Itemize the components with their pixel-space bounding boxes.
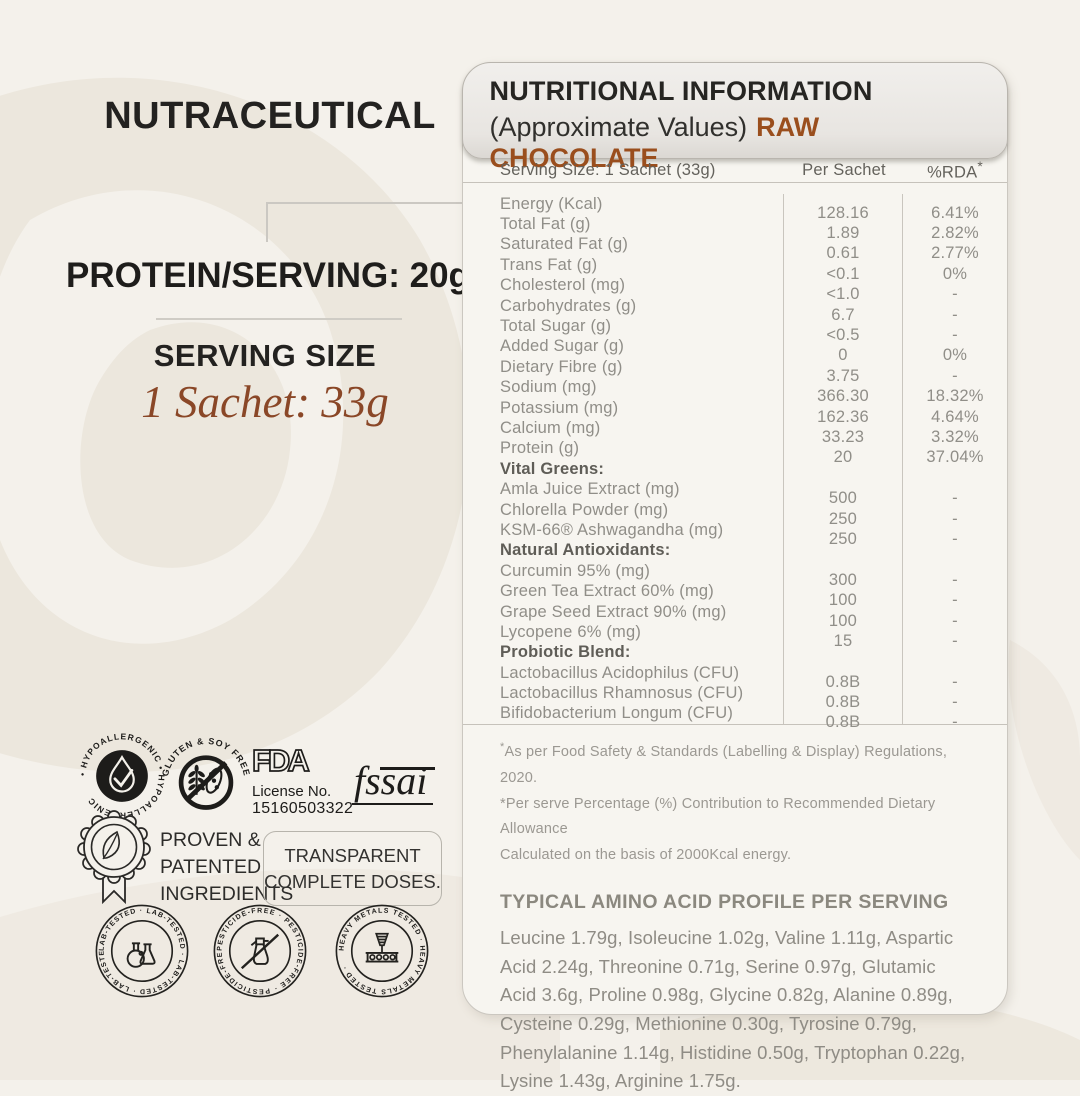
col-serving-size: Serving Size: 1 Sachet (33g) [500, 160, 716, 179]
proven-patented-text: PROVEN & PATENTED INGREDIENTS [160, 829, 294, 905]
table-section-row: Natural Antioxidants: [463, 540, 1007, 562]
heavy-metals-badge: HEAVY METALS TESTED · HEAVY METALS TESTE… [335, 904, 429, 998]
rosette-leaf-icon [77, 810, 151, 905]
brand-heading: NUTRACEUTICAL [104, 95, 436, 137]
table-row: Cholesterol (mg) <1.0- [463, 275, 1007, 303]
fssai-badge: fssai [352, 760, 436, 805]
table-row: Added Sugar (g) 0 0% [463, 336, 1007, 364]
table-row: Bifidobacterium Longum (CFU) 0.8B - [463, 703, 1007, 731]
table-row: Saturated Fat (g) 0.61 2.77% [463, 234, 1007, 262]
flavor-name: RAW CHOCOLATE [489, 111, 820, 173]
amino-acid-section: TYPICAL AMINO ACID PROFILE PER SERVING L… [463, 869, 1007, 1096]
table-section-row: Probiotic Blend: [463, 642, 1007, 663]
panel-header: NUTRITIONAL INFORMATION (Approximate Val… [461, 61, 1008, 173]
table-row: Total Fat (g) 1.89 2.82% [463, 214, 1007, 242]
table-row: KSM-66® Ashwagandha (mg) 250- [463, 520, 1007, 548]
table-row: Protein (g) 20 37.04% [463, 438, 1007, 466]
lab-flasks-icon [126, 942, 156, 968]
table-row: Amla Juice Extract (mg) 500- [463, 479, 1007, 507]
lab-tested-badge: LAB-TESTED · LAB-TESTED · LAB-TESTED · L… [94, 903, 189, 998]
table-row: Carbohydrates (g) 6.7- [463, 295, 1007, 324]
table-header-row: Serving Size: 1 Sachet (33g) Per Sachet … [463, 158, 1007, 183]
nutrition-panel: NUTRITIONAL INFORMATION (Approximate Val… [461, 61, 1008, 1091]
crane-beam-icon [365, 932, 399, 963]
footnote-line: *As per Food Safety & Standards (Labelli… [500, 741, 948, 786]
col-rda: %RDA* [927, 158, 983, 182]
proven-patented-badge [77, 810, 151, 905]
footnote-line: *Per serve Percentage (%) Contribution t… [500, 795, 936, 838]
fda-badge: FDA License No. 15160503322 [251, 742, 362, 818]
table-row: Potassium (mg) 162.36 4.64% [463, 397, 1007, 426]
protein-per-serving: PROTEIN/SERVING: 20g [66, 256, 470, 295]
fssai-overline [380, 767, 436, 770]
svg-text:FDA: FDA [252, 744, 309, 776]
table-row: Lactobacillus Rhamnosus (CFU) 0.8B - [463, 683, 1007, 711]
panel-title: NUTRITIONAL INFORMATION [489, 75, 873, 106]
table-row: Chlorella Powder (mg) 250- [463, 499, 1007, 528]
footnotes: *As per Food Safety & Standards (Labelli… [463, 725, 1007, 869]
footnote-line: Calculated on the basis of 2000Kcal ener… [500, 847, 792, 864]
leader-line-vertical [266, 202, 268, 242]
table-row: Curcumin 95% (mg) 300- [463, 561, 1007, 589]
fda-logo-icon: FDA [251, 742, 313, 779]
table-row: Dietary Fibre (g) 3.75- [463, 357, 1007, 385]
table-section-row: Vital Greens: [463, 459, 1007, 480]
table-row: Total Sugar (g) <0.5- [463, 316, 1007, 344]
fda-license-label: License No. [252, 783, 332, 800]
table-row: Grape Seed Extract 90% (mg) 100- [463, 601, 1007, 630]
leader-line-horizontal [266, 202, 463, 204]
table-row: Calcium (mg) 33.23 3.32% [463, 418, 1007, 446]
gluten-soy-free-badge: GLUTEN & SOY FREE [160, 736, 251, 810]
fssai-logo: fssai [352, 760, 436, 805]
transparent-doses-box: TRANSPARENT COMPLETE DOSES. [263, 831, 442, 906]
table-row: Lactobacillus Acidophilus (CFU) 0.8B - [463, 662, 1007, 691]
col-per-sachet: Per Sachet [802, 160, 886, 179]
left-divider [156, 318, 402, 320]
wheat-soy-crossed-icon [178, 755, 234, 810]
table-row: Trans Fat (g) <0.1 0% [463, 255, 1007, 283]
pesticide-free-badge: PESTICIDE-FREE · PESTICIDE-FREE · PESTIC… [212, 903, 307, 998]
serving-size-label: SERVING SIZE [153, 338, 377, 373]
spray-bottle-crossed-icon [240, 933, 280, 970]
table-row: Energy (Kcal) 128.16 6.41% [463, 194, 1007, 222]
droplet-check-icon [96, 750, 148, 802]
nutrient-table: Energy (Kcal) 128.16 6.41% Total Fat (g) 1.… [463, 183, 1007, 731]
serving-size-value: 1 Sachet: 33g [141, 377, 389, 427]
amino-acid-text: Leucine 1.79g, Isoleucine 1.02g, Valine … [500, 926, 966, 1092]
table-row: Green Tea Extract 60% (mg) 100- [463, 581, 1007, 609]
hypoallergenic-badge: • HYPOALLERGENIC • HYPOALLERGENIC [77, 731, 165, 820]
fda-license-number: 15160503322 [252, 800, 354, 817]
table-row: Lycopene 6% (mg) 15- [463, 622, 1007, 650]
table-row: Sodium (mg) 366.30 18.32% [463, 377, 1007, 405]
amino-acid-heading: TYPICAL AMINO ACID PROFILE PER SERVING [500, 890, 949, 913]
panel-subtitle: (Approximate Values) RAW CHOCOLATE [489, 111, 820, 173]
